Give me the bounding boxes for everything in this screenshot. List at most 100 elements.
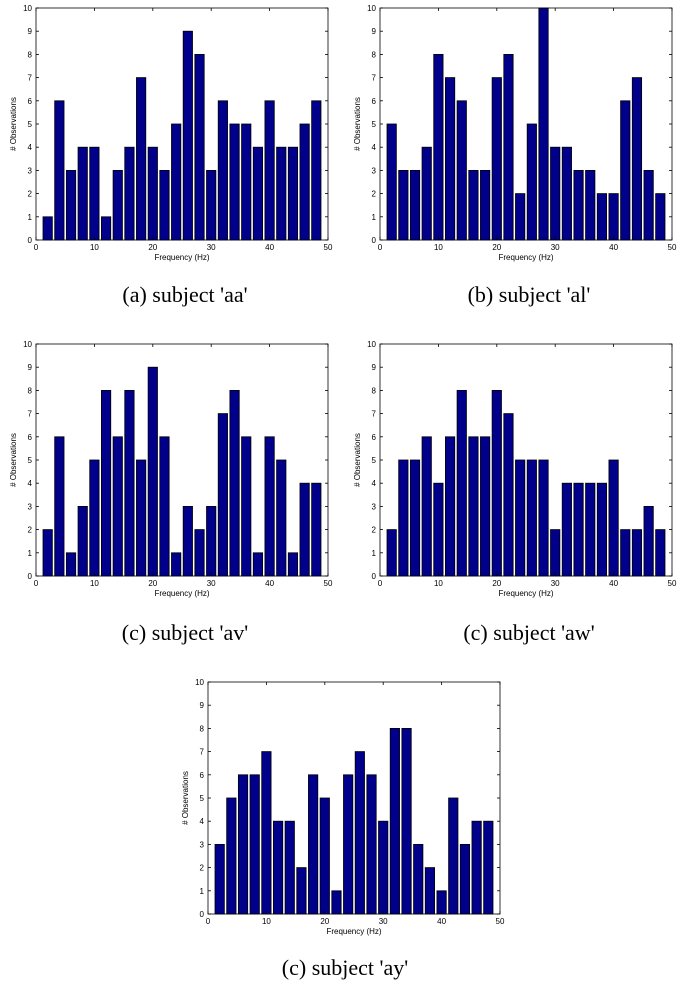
bar [409, 459, 421, 577]
y-tick-label: 0 [200, 910, 205, 919]
x-tick-label: 20 [148, 243, 157, 252]
x-tick-label: 30 [207, 243, 216, 252]
y-tick-label: 1 [372, 549, 377, 558]
y-tick-label: 8 [28, 386, 33, 395]
x-tick-label: 40 [265, 579, 274, 588]
y-tick-label: 2 [372, 190, 377, 199]
x-tick-label: 50 [496, 917, 505, 926]
bar [311, 482, 322, 577]
y-tick-label: 0 [372, 236, 377, 245]
bar [182, 505, 193, 577]
bar [241, 436, 252, 577]
chart-svg-al: 0 1 2 3 4 5 6 7 8 9 10 0 10 20 30 40 50 Frequency (Hz) # O… [353, 4, 677, 262]
x-tick-label: 50 [668, 579, 677, 588]
bar [515, 193, 526, 241]
bar [136, 77, 147, 241]
y-tick-label: 8 [372, 50, 377, 59]
bar [241, 123, 252, 241]
chart-panel-ay: 0 1 2 3 4 5 6 7 8 9 10 0 10 20 30 40 50 Frequency (Hz) # O… [172, 674, 516, 944]
bar [538, 7, 549, 241]
x-axis-label: Frequency (Hz) [154, 253, 209, 262]
y-tick-label: 1 [28, 549, 33, 558]
bars [386, 390, 666, 577]
bar [468, 436, 479, 577]
bar [655, 529, 666, 577]
x-tick-label: 20 [492, 243, 501, 252]
x-tick-label: 20 [320, 917, 329, 926]
bar [136, 459, 147, 577]
bar [503, 54, 514, 241]
x-tick-label: 40 [609, 243, 618, 252]
caption-ay: (c) subject 'ay' [281, 955, 409, 980]
bar [42, 529, 53, 577]
y-tick-label: 7 [200, 748, 205, 757]
bar [631, 77, 643, 241]
bar [561, 146, 572, 241]
x-tick-label: 50 [324, 579, 333, 588]
y-tick-label: 9 [372, 27, 377, 36]
y-tick-label: 5 [28, 120, 33, 129]
bar [319, 797, 330, 915]
bar [77, 505, 88, 577]
y-tick-label: 7 [28, 74, 33, 83]
x-tick-label: 0 [378, 579, 383, 588]
y-tick-label: 10 [195, 678, 204, 687]
bar [456, 390, 467, 577]
bar [261, 751, 272, 915]
bar [409, 169, 421, 241]
y-tick-label: 0 [28, 236, 33, 245]
bar [421, 146, 432, 241]
bar [217, 413, 228, 577]
bar [643, 169, 654, 241]
bar [608, 193, 619, 241]
bar [343, 774, 354, 915]
bar [124, 390, 135, 577]
bar [194, 529, 205, 577]
x-tick-label: 10 [434, 243, 443, 252]
bar [65, 169, 77, 241]
bar [424, 867, 435, 915]
y-tick-label: 3 [372, 166, 377, 175]
bar [159, 169, 170, 241]
bar [206, 505, 217, 577]
bar [101, 390, 112, 577]
y-tick-label: 9 [28, 27, 33, 36]
bar [252, 552, 263, 577]
bar [401, 728, 412, 915]
y-tick-label: 10 [23, 4, 32, 13]
bar [596, 193, 607, 241]
bar [550, 529, 561, 577]
x-tick-label: 0 [206, 917, 211, 926]
y-tick-label: 10 [367, 340, 376, 349]
y-tick-label: 0 [28, 572, 33, 581]
x-tick-label: 40 [437, 917, 446, 926]
y-tick-label: 4 [372, 479, 377, 488]
bar [194, 54, 205, 241]
y-tick-label: 3 [372, 502, 377, 511]
bar [503, 413, 514, 577]
bar [159, 436, 170, 577]
y-tick-label: 7 [28, 410, 33, 419]
y-axis-label: # Observations [353, 433, 362, 487]
x-tick-label: 0 [378, 243, 383, 252]
bar [217, 100, 228, 241]
bar [468, 169, 479, 241]
caption-aw: (c) subject 'aw' [463, 620, 595, 645]
bar [354, 751, 365, 915]
bar [147, 366, 158, 577]
bar [538, 459, 549, 577]
bars [42, 30, 322, 241]
y-tick-label: 5 [28, 456, 33, 465]
bar [515, 459, 526, 577]
bar [249, 774, 260, 915]
y-axis-label: # Observations [181, 771, 190, 825]
y-tick-label: 6 [372, 97, 377, 106]
bar [448, 797, 459, 915]
x-tick-label: 20 [492, 579, 501, 588]
x-tick-label: 30 [551, 579, 560, 588]
chart-svg-aa: 0 1 2 3 4 5 6 7 8 9 10 0 10 20 30 40 50 Frequency (Hz) # O… [9, 4, 333, 262]
bar [54, 436, 65, 577]
bar [421, 436, 432, 577]
bar [631, 529, 643, 577]
bar [585, 169, 596, 241]
